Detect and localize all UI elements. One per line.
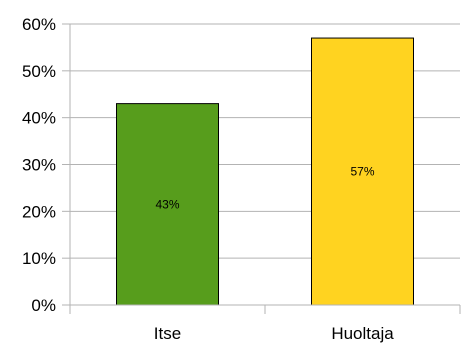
- x-axis-ticks: Itse Huoltaja: [154, 324, 394, 343]
- data-label: 43%: [155, 197, 179, 211]
- y-axis-ticks: 0% 10% 20% 30% 40% 50% 60%: [22, 15, 56, 315]
- axes: [62, 23, 461, 314]
- y-tick-label: 20%: [22, 202, 56, 221]
- y-tick-label: 0%: [31, 296, 56, 315]
- y-tick-label: 60%: [22, 15, 56, 34]
- y-tick-label: 30%: [22, 156, 56, 175]
- y-tick-label: 50%: [22, 62, 56, 81]
- x-tick-label: Itse: [154, 324, 181, 343]
- x-tick-label: Huoltaja: [331, 324, 394, 343]
- y-tick-label: 10%: [22, 249, 56, 268]
- bar-huoltaja: [311, 37, 414, 306]
- data-labels: 43% 57%: [155, 165, 374, 212]
- data-label: 57%: [350, 165, 374, 179]
- y-tick-label: 40%: [22, 109, 56, 128]
